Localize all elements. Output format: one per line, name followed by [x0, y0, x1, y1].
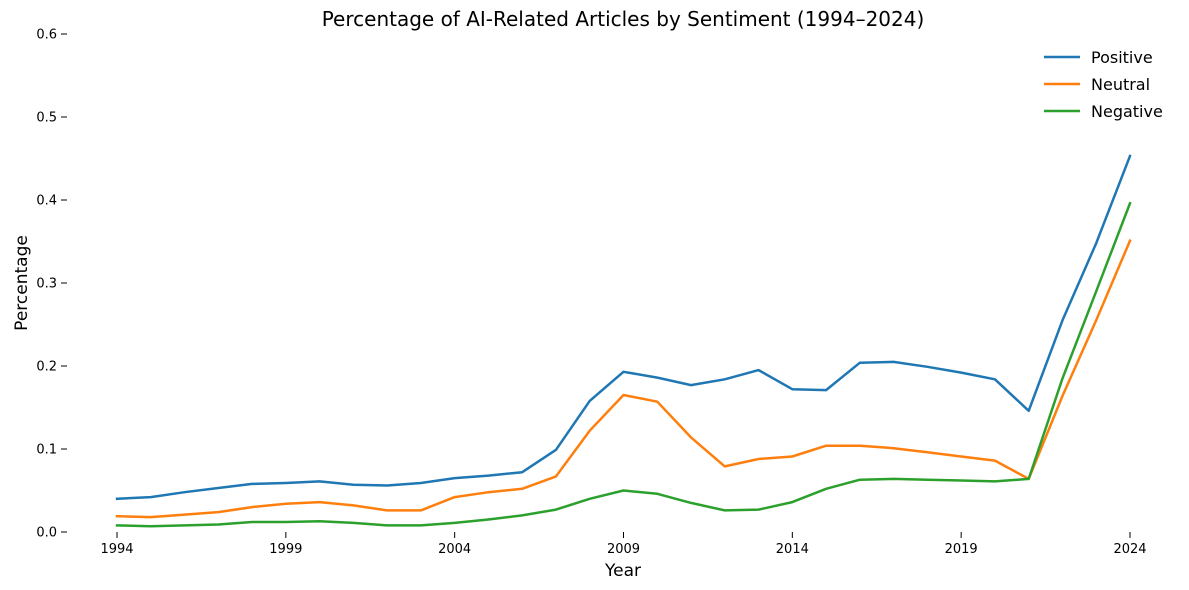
- y-tick-label: 0.2: [36, 360, 57, 375]
- chart-title: Percentage of AI-Related Articles by Sen…: [322, 7, 925, 31]
- plot-area: [115, 154, 1132, 528]
- y-tick-label: 0.6: [36, 28, 57, 43]
- y-tick-label: 0.1: [36, 443, 57, 458]
- legend-label-negative: Negative: [1091, 102, 1163, 121]
- x-tick-label: 2024: [1113, 542, 1146, 557]
- x-axis: 1994 1999 2004 2009 2014 2019 2024: [100, 532, 1147, 557]
- y-axis-label: Percentage: [12, 235, 32, 331]
- legend-label-positive: Positive: [1091, 48, 1153, 67]
- x-tick-label: 2014: [776, 542, 809, 557]
- y-tick-label: 0.4: [36, 194, 57, 209]
- series-line-negative: [115, 201, 1132, 528]
- legend: Positive Neutral Negative: [1044, 48, 1163, 121]
- y-tick-label: 0.3: [36, 277, 57, 292]
- x-tick-label: 2019: [945, 542, 978, 557]
- series-line-positive: [115, 154, 1132, 501]
- y-tick-label: 0.0: [36, 526, 57, 541]
- x-tick-label: 1999: [269, 542, 302, 557]
- x-tick-label: 1994: [100, 542, 133, 557]
- x-axis-label: Year: [604, 561, 641, 581]
- x-tick-label: 2004: [438, 542, 471, 557]
- y-tick-label: 0.5: [36, 111, 57, 126]
- legend-label-neutral: Neutral: [1091, 75, 1150, 94]
- y-axis: 0.0 0.1 0.2 0.3 0.4 0.5 0.6: [36, 28, 67, 541]
- x-tick-label: 2009: [607, 542, 640, 557]
- series-line-neutral: [115, 239, 1132, 519]
